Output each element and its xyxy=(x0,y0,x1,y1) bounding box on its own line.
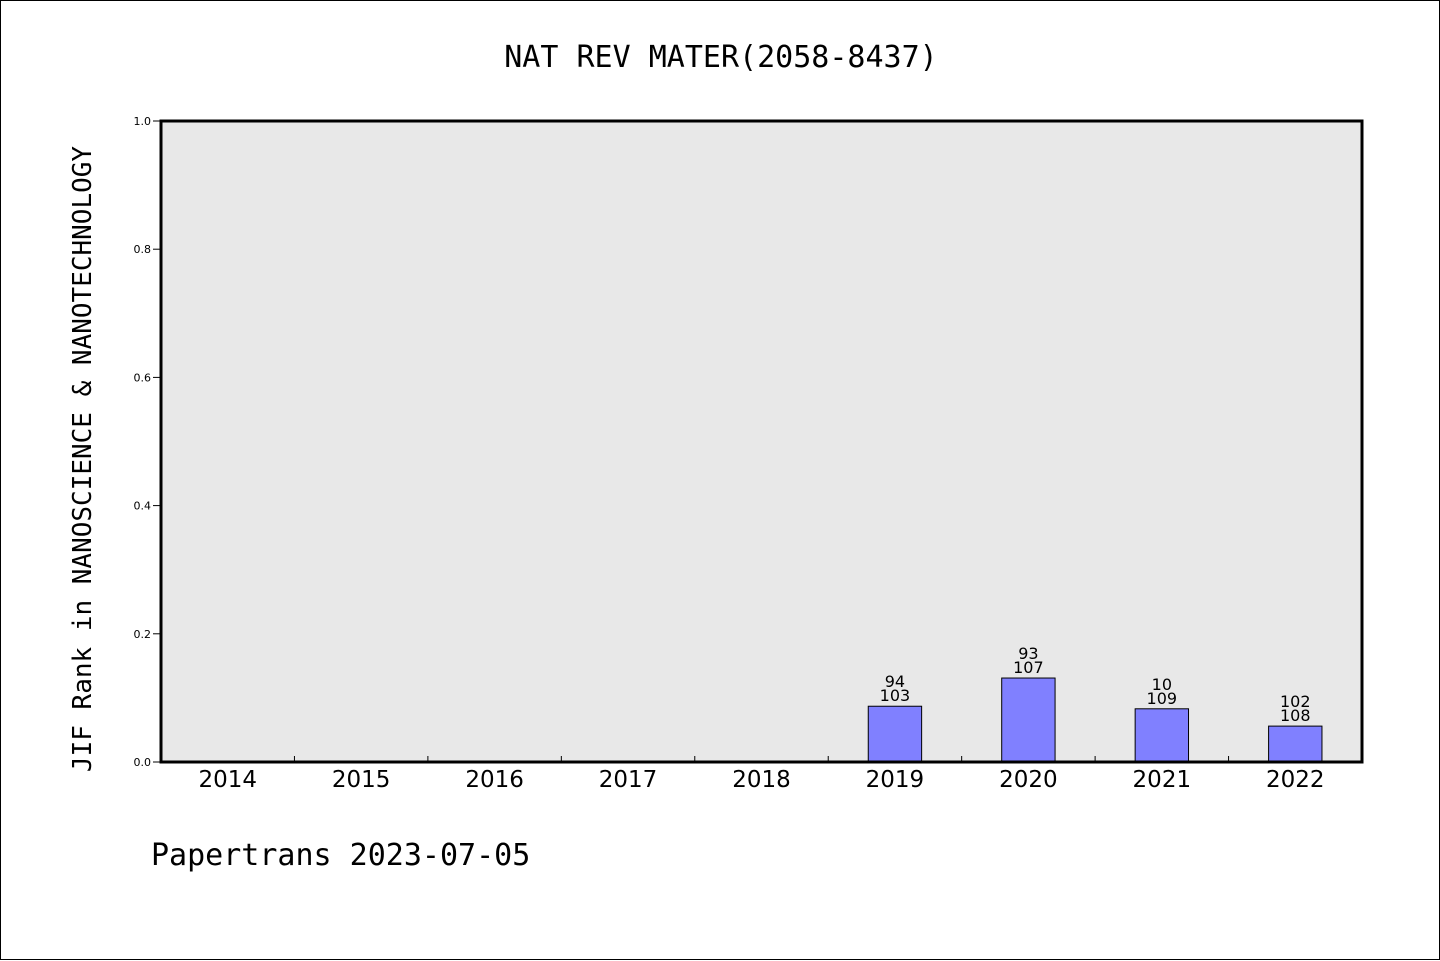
bar-label-rank: 94 xyxy=(885,672,905,691)
bar-label-rank: 10 xyxy=(1152,675,1172,694)
y-tick-label: 0.6 xyxy=(134,371,152,384)
plot-area xyxy=(161,121,1362,762)
y-axis-label: JIF Rank in NANOSCIENCE & NANOTECHNOLOGY xyxy=(68,146,98,772)
y-tick-label: 0.0 xyxy=(134,756,152,769)
x-tick-label: 2014 xyxy=(198,767,257,793)
y-tick-label: 0.8 xyxy=(134,243,152,256)
footer-text: Papertrans 2023-07-05 xyxy=(151,838,530,873)
x-tick-label: 2022 xyxy=(1266,767,1325,793)
x-axis: 2014 2015 2016 2017 2018 2019 2020 2021 2022 xyxy=(198,756,1325,793)
bar-label-rank: 93 xyxy=(1018,644,1038,663)
x-tick-label: 2021 xyxy=(1133,767,1192,793)
bar xyxy=(1134,708,1190,763)
bar-label-total: 109 xyxy=(1147,689,1178,708)
x-tick-label: 2020 xyxy=(999,767,1058,793)
x-tick-label: 2015 xyxy=(332,767,391,793)
bar-label-total: 107 xyxy=(1013,658,1044,677)
x-tick-label: 2016 xyxy=(465,767,524,793)
plot-border xyxy=(159,119,1364,764)
bar xyxy=(1001,677,1056,763)
bar-label-total: 103 xyxy=(880,686,911,705)
chart-title: NAT REV MATER(2058-8437) xyxy=(504,40,937,75)
y-tick-label: 0.2 xyxy=(134,628,152,641)
x-tick-label: 2019 xyxy=(866,767,925,793)
bar-label-rank: 102 xyxy=(1280,692,1311,711)
bar xyxy=(867,705,923,763)
x-tick-label: 2018 xyxy=(732,767,791,793)
bar xyxy=(1268,725,1323,763)
bar-label-total: 108 xyxy=(1280,706,1311,725)
x-tick-label: 2017 xyxy=(599,767,658,793)
y-tick-label: 0.4 xyxy=(134,500,152,513)
bars-group xyxy=(867,677,1323,763)
y-tick-label: 1.0 xyxy=(134,115,152,128)
y-axis: 0.0 0.2 0.4 0.6 0.8 1.0 xyxy=(134,115,161,769)
